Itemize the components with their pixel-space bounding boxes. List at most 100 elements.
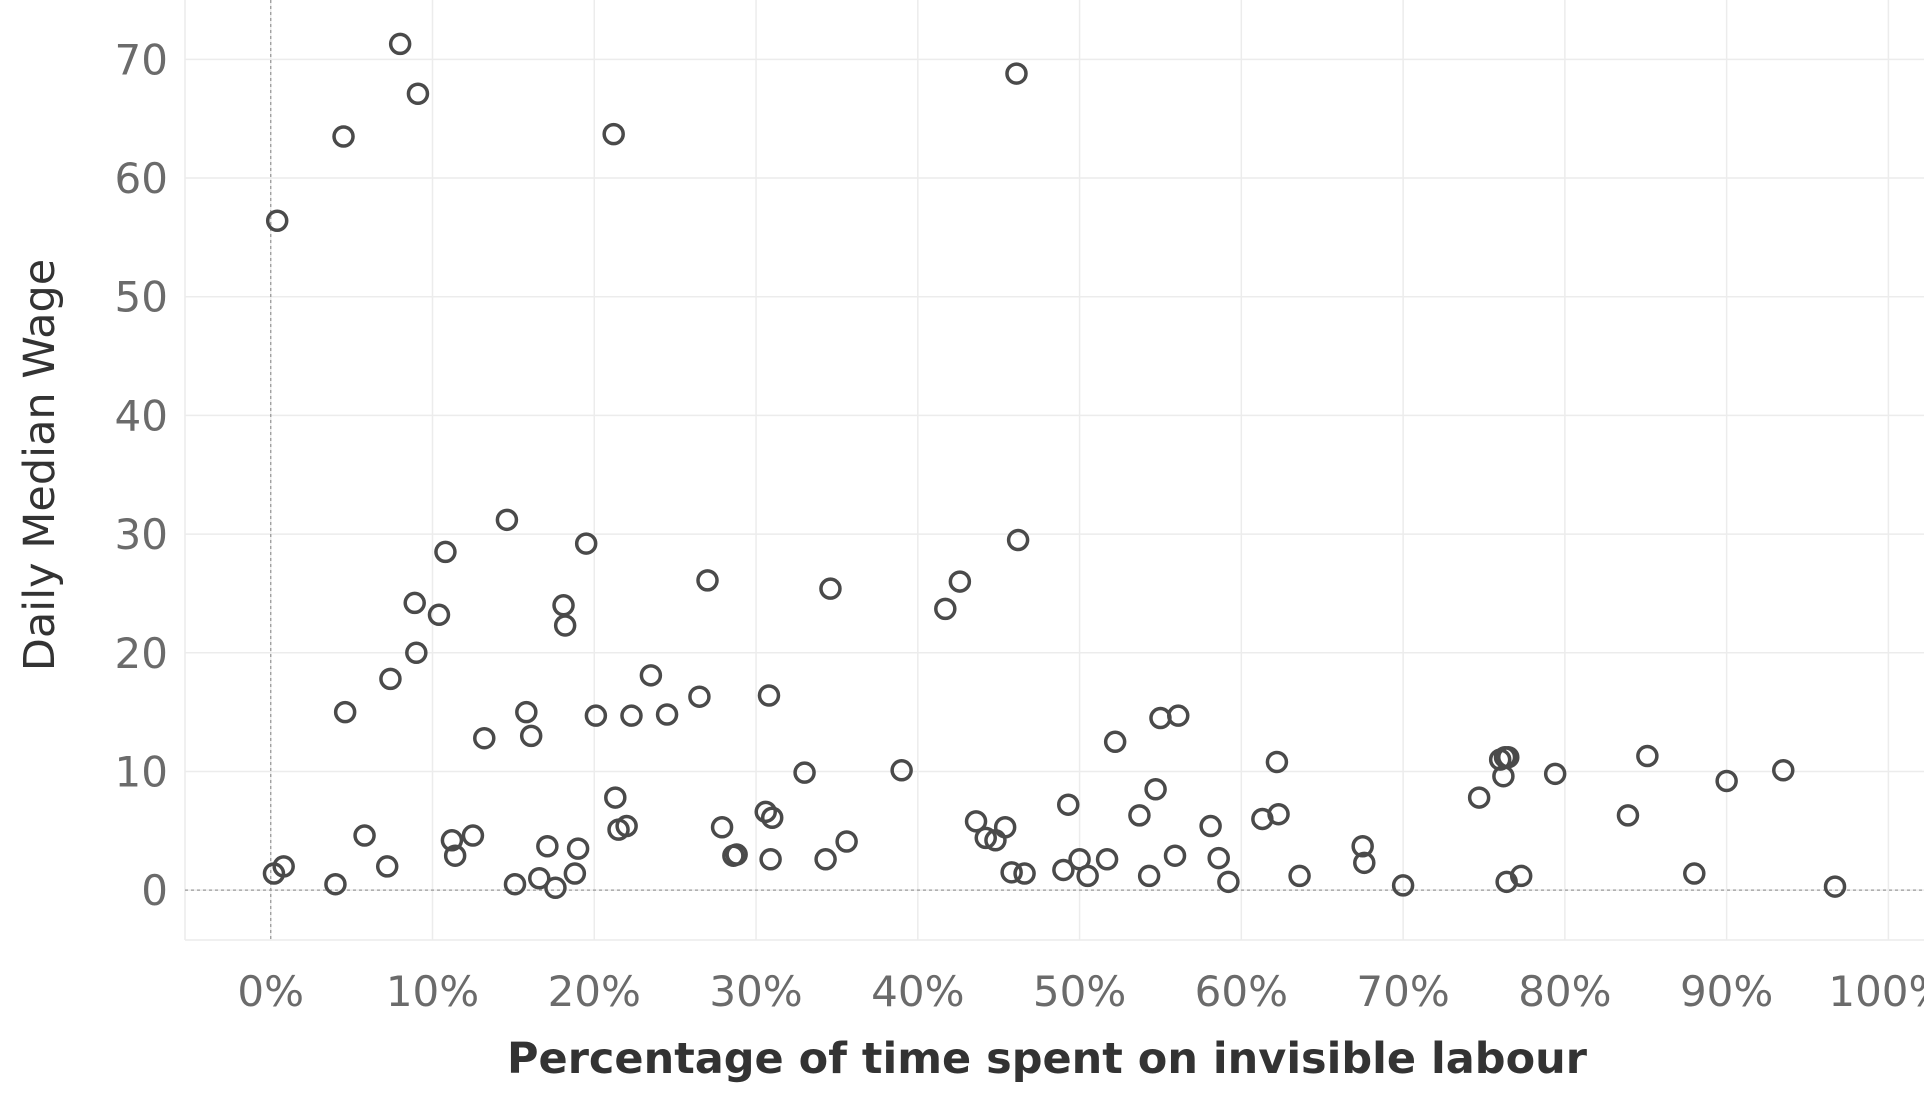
data-point — [536, 834, 559, 858]
y-tick-label: 30 — [115, 510, 168, 559]
data-point — [1497, 745, 1520, 769]
data-point — [814, 848, 837, 871]
data-point — [403, 591, 426, 615]
data-point — [1167, 704, 1190, 727]
data-point — [443, 844, 467, 867]
data-point — [434, 540, 457, 564]
data-point — [710, 815, 734, 839]
data-point — [1128, 804, 1151, 827]
x-tick-label: 50% — [1033, 967, 1126, 1016]
data-point — [584, 704, 608, 727]
y-tick-label: 40 — [115, 391, 168, 440]
data-point — [1636, 744, 1659, 768]
data-point — [1013, 862, 1036, 885]
data-point — [1006, 528, 1030, 552]
data-point — [1163, 844, 1187, 867]
data-point — [1353, 851, 1376, 875]
data-point — [1217, 870, 1240, 894]
x-tick-label: 40% — [871, 967, 964, 1016]
data-point — [1267, 802, 1290, 826]
data-point — [1616, 804, 1640, 827]
data-point — [1351, 834, 1374, 858]
zero-reference-lines — [185, 0, 1924, 940]
data-point — [265, 209, 289, 233]
y-axis-ticks: 0 10 20 30 40 50 60 70 — [115, 35, 168, 915]
data-point — [1095, 848, 1119, 871]
data-point — [757, 684, 781, 707]
data-point — [379, 667, 402, 691]
data-point — [353, 824, 376, 847]
data-point — [515, 700, 538, 724]
data-point — [754, 800, 777, 824]
data-point — [1265, 750, 1289, 774]
y-tick-label: 60 — [115, 154, 168, 203]
data-point — [760, 806, 784, 830]
data-point — [544, 876, 567, 900]
data-point — [948, 570, 972, 593]
data-point — [1000, 861, 1023, 884]
data-point — [696, 569, 719, 592]
data-point — [405, 641, 428, 665]
x-tick-label: 100% — [1828, 967, 1924, 1016]
data-point — [388, 32, 412, 56]
x-axis-ticks: 0% 10% 20% 30% 40% 50% 60% 70% 80% 90% 100% — [237, 967, 1924, 1016]
data-point — [639, 664, 663, 687]
data-point — [1509, 864, 1533, 888]
data-point — [1543, 762, 1567, 786]
grid — [184, 0, 1924, 941]
data-point — [1137, 864, 1161, 888]
x-tick-label: 60% — [1195, 967, 1288, 1016]
x-axis-title: Percentage of time spent on invisible la… — [507, 1034, 1588, 1084]
data-point — [1715, 769, 1738, 793]
data-point — [563, 862, 587, 885]
y-tick-label: 10 — [115, 747, 168, 796]
data-point — [655, 703, 679, 726]
data-point — [440, 829, 464, 852]
data-point — [1207, 846, 1230, 870]
data-point — [1057, 793, 1080, 816]
data-point — [1288, 864, 1311, 888]
data-point — [406, 82, 430, 106]
data-point — [1103, 730, 1127, 754]
data-point — [272, 855, 295, 878]
data-point — [574, 532, 598, 555]
data-point — [495, 508, 519, 532]
data-point — [1005, 62, 1028, 85]
data-point — [333, 700, 357, 724]
data-point — [819, 577, 842, 600]
data-point — [620, 704, 643, 727]
data-point — [332, 125, 355, 148]
y-axis-title: Daily Median Wage — [15, 259, 65, 671]
data-point — [427, 603, 451, 627]
data-point — [1052, 858, 1075, 882]
data-point — [461, 824, 485, 847]
data-point — [1076, 864, 1099, 888]
data-point — [1144, 778, 1167, 801]
data-points — [262, 32, 1847, 900]
data-point — [974, 826, 997, 850]
data-point — [725, 843, 748, 866]
data-point — [759, 848, 782, 871]
data-point — [793, 761, 816, 784]
x-tick-label: 70% — [1356, 967, 1449, 1016]
data-point — [615, 814, 638, 838]
data-point — [934, 597, 957, 621]
x-tick-label: 10% — [386, 967, 479, 1016]
data-point — [1683, 862, 1706, 885]
data-point — [993, 815, 1017, 839]
data-point — [324, 872, 347, 896]
data-point — [1199, 814, 1222, 838]
data-point — [604, 786, 627, 809]
data-point — [503, 872, 527, 896]
data-point — [473, 726, 496, 750]
data-point — [528, 867, 551, 890]
data-point — [602, 122, 625, 146]
data-point — [553, 614, 577, 637]
x-tick-label: 80% — [1518, 967, 1611, 1016]
data-point — [1772, 759, 1795, 782]
y-tick-label: 50 — [115, 273, 168, 322]
x-tick-label: 20% — [548, 967, 641, 1016]
data-point — [964, 810, 988, 833]
data-point — [519, 724, 543, 748]
